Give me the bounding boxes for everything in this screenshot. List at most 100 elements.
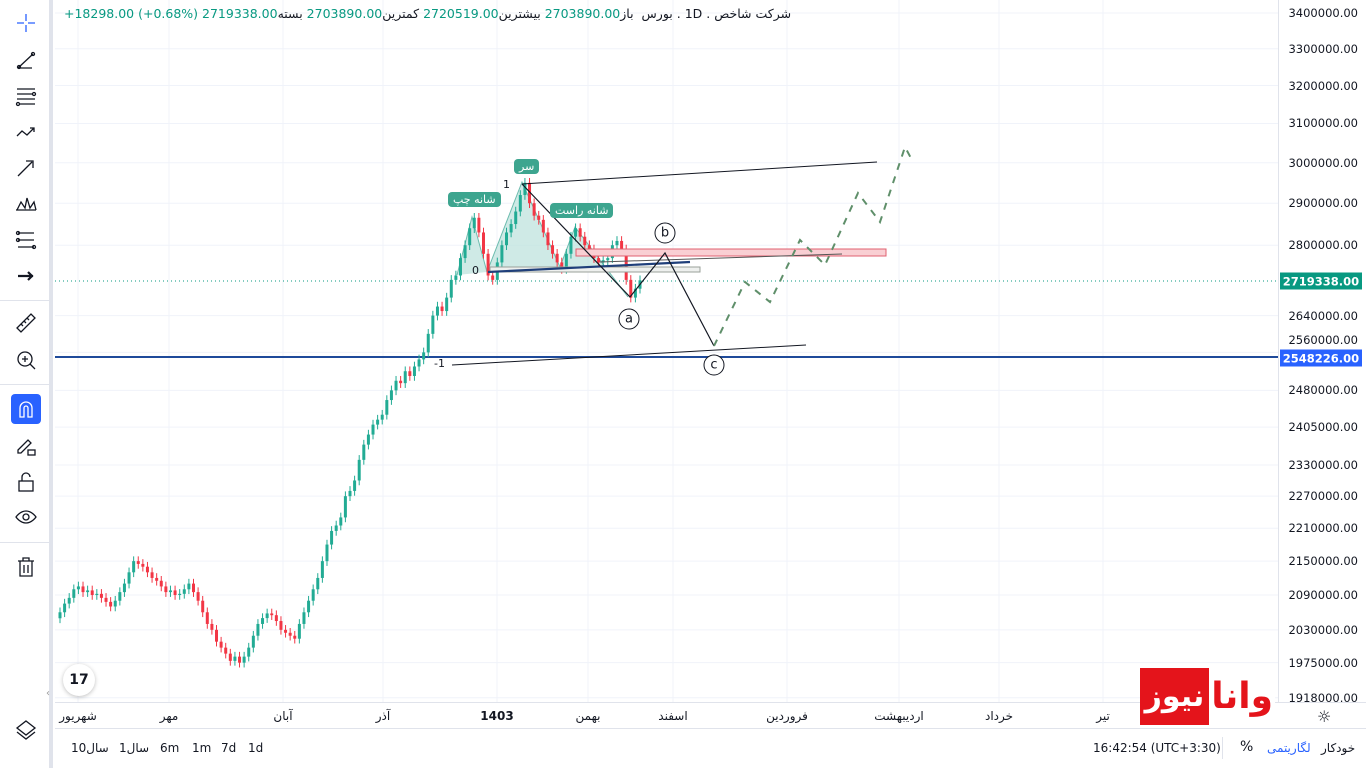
channel-lower-line[interactable] — [451, 344, 807, 366]
pattern-icon[interactable] — [11, 189, 41, 219]
trend-line[interactable] — [599, 253, 843, 263]
range-10y[interactable]: 10سال — [71, 741, 109, 755]
crosshair-icon[interactable] — [11, 8, 41, 38]
price-tick-label: 2210000.00 — [1288, 521, 1358, 536]
bottom-bar: 10سال 1سال 6m 1m 7d 1d 16:42:54 (UTC+3:3… — [55, 729, 1366, 768]
time-tick-label: آبان — [273, 709, 293, 723]
candle-body — [210, 623, 214, 630]
resistance-zone[interactable] — [575, 248, 887, 257]
ruler-icon[interactable] — [11, 308, 41, 338]
lock-drawing-icon[interactable] — [11, 431, 41, 461]
divider — [1222, 737, 1223, 759]
fib-retracement-icon[interactable] — [11, 81, 41, 111]
time-axis[interactable]: ☼ شهریور مهر آبان آذر 1403 بهمن اسفند فروردین ار… — [55, 702, 1366, 729]
eye-icon[interactable] — [11, 502, 41, 532]
candle-body — [109, 601, 113, 607]
price-tick-label: 2560000.00 — [1288, 333, 1358, 347]
percent-toggle[interactable]: % — [1240, 739, 1254, 755]
candle-body — [472, 217, 476, 229]
candle-body — [325, 544, 329, 562]
trash-icon[interactable] — [11, 552, 41, 582]
candle-body — [505, 232, 509, 246]
time-tick-label: 1403 — [480, 709, 514, 723]
candles — [58, 178, 642, 668]
candle-body — [348, 490, 352, 497]
candle-body — [72, 589, 76, 598]
price-tick-label: 3200000.00 — [1288, 78, 1358, 93]
range-1m[interactable]: 1m — [192, 741, 212, 755]
wave-c-label[interactable]: c — [703, 354, 725, 376]
candle-body — [256, 623, 260, 636]
magnet-icon[interactable] — [11, 394, 41, 424]
symbol-name[interactable]: شرکت شاخص — [714, 6, 792, 21]
arrow-icon[interactable] — [11, 153, 41, 183]
level-1: 1 — [503, 178, 510, 191]
forecast-icon[interactable] — [11, 225, 41, 255]
tradingview-logo[interactable]: 17 — [63, 664, 95, 696]
candle-body — [141, 563, 145, 567]
wave-b-label[interactable]: b — [654, 222, 676, 244]
candle-body — [247, 647, 251, 657]
left-shoulder-label[interactable]: شانه چپ — [448, 192, 501, 207]
channel-upper-line[interactable] — [521, 161, 878, 185]
path-icon[interactable] — [11, 117, 41, 147]
range-1y[interactable]: 1سال — [119, 741, 150, 755]
head-shoulders-outline — [456, 180, 629, 298]
time-tick-label: مهر — [159, 709, 179, 723]
candle-body — [528, 182, 532, 204]
projection-path[interactable] — [713, 144, 913, 347]
time-tick-label: بهمن — [575, 709, 601, 723]
candle-body — [481, 232, 485, 254]
candle-body — [394, 380, 398, 391]
log-toggle[interactable]: لگاریتمی — [1267, 741, 1311, 755]
trend-line-icon[interactable] — [11, 45, 41, 75]
unlock-icon[interactable] — [11, 467, 41, 497]
candle-body — [560, 262, 564, 269]
candle-body — [491, 275, 495, 280]
range-7d[interactable]: 7d — [221, 741, 237, 755]
level-0: 0 — [472, 264, 479, 277]
auto-toggle[interactable]: خودکار — [1321, 741, 1356, 755]
candle-body — [288, 632, 292, 636]
high-label: بیشترین — [498, 6, 541, 21]
candle-body — [104, 597, 108, 602]
candle-body — [173, 590, 177, 595]
abc-wave[interactable] — [521, 183, 715, 347]
price-tick-label: 1975000.00 — [1288, 655, 1358, 670]
candle-body — [477, 217, 481, 233]
candle-body — [76, 586, 80, 590]
interval[interactable]: 1D — [684, 6, 703, 21]
candle-body — [159, 580, 163, 587]
candle-body — [219, 641, 223, 648]
candle-body — [587, 245, 591, 250]
range-1d[interactable]: 1d — [248, 741, 264, 755]
zoom-in-icon[interactable] — [11, 345, 41, 375]
watermark-white-part: وانا — [1209, 668, 1275, 725]
candle-body — [454, 275, 458, 280]
time-tick-label: اردیبهشت — [874, 709, 924, 723]
watermark-logo: نیوز وانا — [1139, 668, 1275, 725]
candle-body — [366, 434, 370, 445]
open-label: باز — [620, 6, 634, 21]
layers-icon[interactable] — [11, 715, 41, 745]
wave-a-label[interactable]: a — [618, 308, 640, 330]
right-shoulder-label[interactable]: شانه راست — [550, 203, 614, 218]
price-tick-label: 2030000.00 — [1288, 622, 1358, 637]
exchange: بورس — [641, 6, 673, 21]
settings-gear-icon[interactable]: ☼ — [1317, 707, 1332, 726]
candle-body — [99, 593, 103, 598]
candle-body — [606, 258, 610, 261]
arrow-right-icon[interactable] — [11, 261, 41, 291]
collapse-toolbar-icon[interactable]: ‹ — [46, 688, 50, 699]
clock[interactable]: 16:42:54 (UTC+3:30) — [1093, 741, 1221, 755]
candle-body — [435, 306, 439, 316]
range-6m[interactable]: 6m — [160, 741, 180, 755]
price-axis[interactable]: 3400000.00 3300000.00 3200000.00 3100000.00… — [1278, 0, 1366, 705]
candle-body — [362, 444, 366, 460]
head-label[interactable]: سر — [514, 159, 540, 174]
candle-body — [509, 224, 513, 233]
open-value: 2703890.00 — [544, 6, 621, 21]
candle-body — [578, 228, 582, 237]
price-tick-label: 2900000.00 — [1288, 196, 1358, 211]
